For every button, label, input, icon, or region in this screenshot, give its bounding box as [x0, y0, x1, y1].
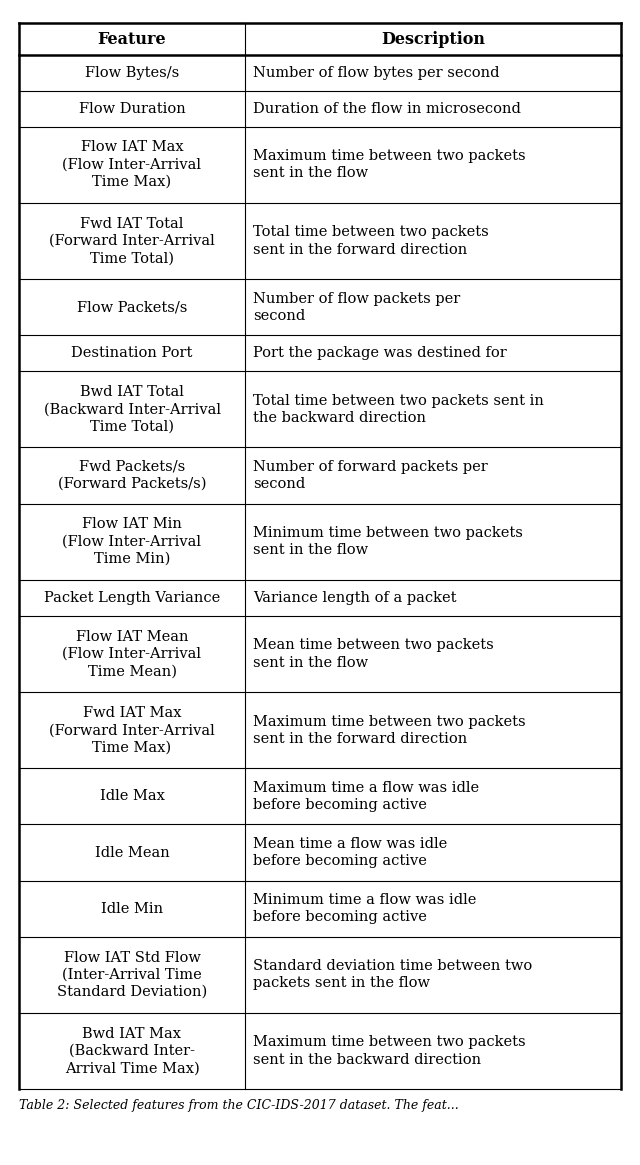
Text: Port the package was destined for: Port the package was destined for: [253, 346, 507, 360]
Text: Flow Packets/s: Flow Packets/s: [77, 301, 187, 315]
Text: Fwd Packets/s
(Forward Packets/s): Fwd Packets/s (Forward Packets/s): [58, 460, 206, 492]
Text: Description: Description: [381, 30, 485, 48]
Text: Maximum time between two packets
sent in the backward direction: Maximum time between two packets sent in…: [253, 1036, 525, 1067]
Text: Mean time a flow was idle
before becoming active: Mean time a flow was idle before becomin…: [253, 836, 447, 868]
Text: Packet Length Variance: Packet Length Variance: [44, 591, 220, 605]
Text: Mean time between two packets
sent in the flow: Mean time between two packets sent in th…: [253, 638, 494, 670]
Text: Flow Duration: Flow Duration: [79, 101, 186, 115]
Text: Flow IAT Max
(Flow Inter-Arrival
Time Max): Flow IAT Max (Flow Inter-Arrival Time Ma…: [63, 140, 202, 189]
Text: Duration of the flow in microsecond: Duration of the flow in microsecond: [253, 101, 521, 115]
Text: Flow IAT Mean
(Flow Inter-Arrival
Time Mean): Flow IAT Mean (Flow Inter-Arrival Time M…: [63, 629, 202, 678]
Text: Fwd IAT Max
(Forward Inter-Arrival
Time Max): Fwd IAT Max (Forward Inter-Arrival Time …: [49, 706, 215, 755]
Text: Maximum time between two packets
sent in the flow: Maximum time between two packets sent in…: [253, 149, 525, 181]
Text: Feature: Feature: [98, 30, 166, 48]
Text: Flow Bytes/s: Flow Bytes/s: [85, 65, 179, 79]
Text: Idle Mean: Idle Mean: [95, 846, 170, 860]
Text: Maximum time between two packets
sent in the forward direction: Maximum time between two packets sent in…: [253, 714, 525, 746]
Text: Number of flow bytes per second: Number of flow bytes per second: [253, 65, 500, 79]
Text: Total time between two packets
sent in the forward direction: Total time between two packets sent in t…: [253, 225, 489, 256]
Text: Minimum time a flow was idle
before becoming active: Minimum time a flow was idle before beco…: [253, 892, 477, 924]
Text: Maximum time a flow was idle
before becoming active: Maximum time a flow was idle before beco…: [253, 781, 479, 812]
Text: Number of flow packets per
second: Number of flow packets per second: [253, 291, 460, 323]
Text: Variance length of a packet: Variance length of a packet: [253, 591, 456, 605]
Text: Bwd IAT Max
(Backward Inter-
Arrival Time Max): Bwd IAT Max (Backward Inter- Arrival Tim…: [65, 1026, 200, 1075]
Text: Number of forward packets per
second: Number of forward packets per second: [253, 460, 488, 492]
Text: Total time between two packets sent in
the backward direction: Total time between two packets sent in t…: [253, 394, 544, 425]
Text: Destination Port: Destination Port: [71, 346, 193, 360]
Text: Standard deviation time between two
packets sent in the flow: Standard deviation time between two pack…: [253, 959, 532, 990]
Text: Table 2: Selected features from the CIC-IDS-2017 dataset. The feat...: Table 2: Selected features from the CIC-…: [19, 1099, 459, 1111]
Text: Bwd IAT Total
(Backward Inter-Arrival
Time Total): Bwd IAT Total (Backward Inter-Arrival Ti…: [44, 384, 221, 433]
Text: Idle Min: Idle Min: [101, 902, 163, 916]
Text: Fwd IAT Total
(Forward Inter-Arrival
Time Total): Fwd IAT Total (Forward Inter-Arrival Tim…: [49, 217, 215, 266]
Text: Flow IAT Min
(Flow Inter-Arrival
Time Min): Flow IAT Min (Flow Inter-Arrival Time Mi…: [63, 517, 202, 566]
Text: Minimum time between two packets
sent in the flow: Minimum time between two packets sent in…: [253, 527, 523, 557]
Text: Idle Max: Idle Max: [100, 790, 164, 804]
Text: Flow IAT Std Flow
(Inter-Arrival Time
Standard Deviation): Flow IAT Std Flow (Inter-Arrival Time St…: [57, 951, 207, 1000]
